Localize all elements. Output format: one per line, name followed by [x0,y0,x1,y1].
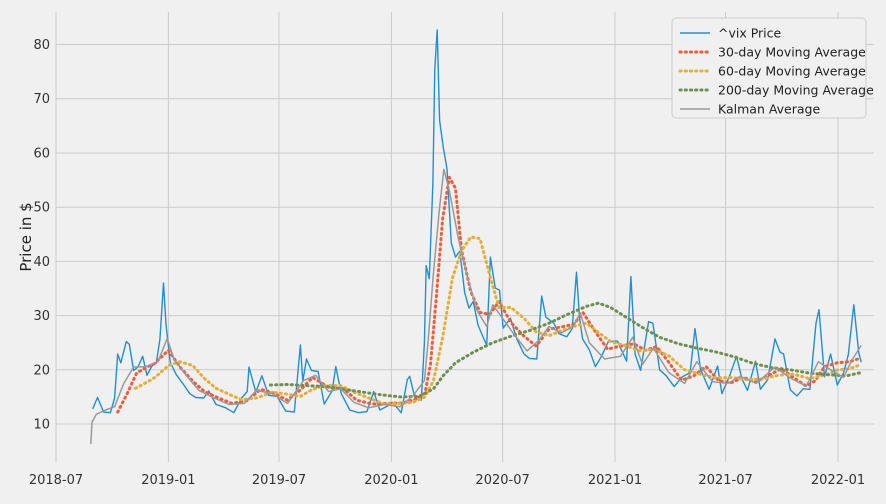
y-axis-label: Price in $ [17,202,35,271]
legend-entry-label: 30-day Moving Average [718,45,866,60]
series-line-1 [92,29,862,414]
y-tick-label: 80 [33,38,50,53]
legend-entry-label: ^vix Price [718,26,782,41]
x-tick-label: 2020-01 [364,473,418,488]
legend: ^vix Price 30-day Moving Average 60-day Mo… [671,17,874,119]
x-tick-label: 2019-07 [252,473,306,488]
y-tick-label: 50 [33,201,50,216]
x-tick-label: 2018-07 [29,473,83,488]
series-line-5 [90,168,862,445]
y-tick-label: 60 [33,147,50,162]
x-tick-label: 2019-01 [141,473,195,488]
series-line-3 [133,235,863,406]
legend-entry-label: 60-day Moving Average [718,64,866,79]
series-line-2 [116,175,863,414]
y-tick-label: 10 [33,418,50,433]
grid-lines [55,12,874,462]
y-tick-label: 70 [33,92,50,107]
x-tick-label: 2022-01 [811,473,865,488]
y-tick-label: 30 [33,309,50,324]
legend-entry-label: Kalman Average [718,102,820,117]
legend-box [671,17,867,119]
series-line-4 [268,301,863,399]
legend-entry-label: 200-day Moving Average [718,83,874,98]
x-tick-label: 2021-07 [698,473,752,488]
y-tick-label: 40 [33,255,50,270]
x-tick-label: 2020-07 [475,473,529,488]
series-group [90,29,863,445]
y-tick-label: 20 [33,363,50,378]
x-tick-label: 2021-01 [588,473,642,488]
tick-labels: 10 20 30 40 50 60 70 80 2018-07 2019-01 2019-07 202… [29,38,865,488]
